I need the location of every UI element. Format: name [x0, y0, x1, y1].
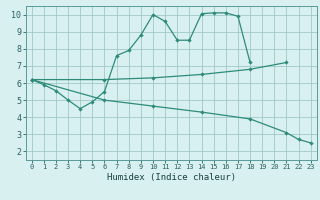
X-axis label: Humidex (Indice chaleur): Humidex (Indice chaleur) [107, 173, 236, 182]
